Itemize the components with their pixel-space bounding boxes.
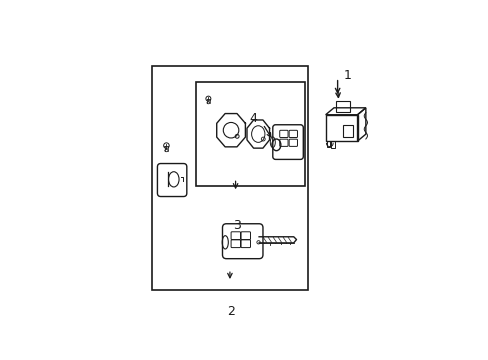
Text: 3: 3: [232, 219, 240, 232]
Text: 2: 2: [226, 305, 235, 318]
Text: 1: 1: [343, 69, 350, 82]
Bar: [151, 66, 307, 289]
Bar: [331, 141, 334, 148]
Bar: [326, 141, 330, 147]
Bar: [196, 82, 304, 186]
Bar: [325, 115, 357, 141]
Bar: [343, 125, 353, 137]
Text: 4: 4: [249, 112, 257, 125]
